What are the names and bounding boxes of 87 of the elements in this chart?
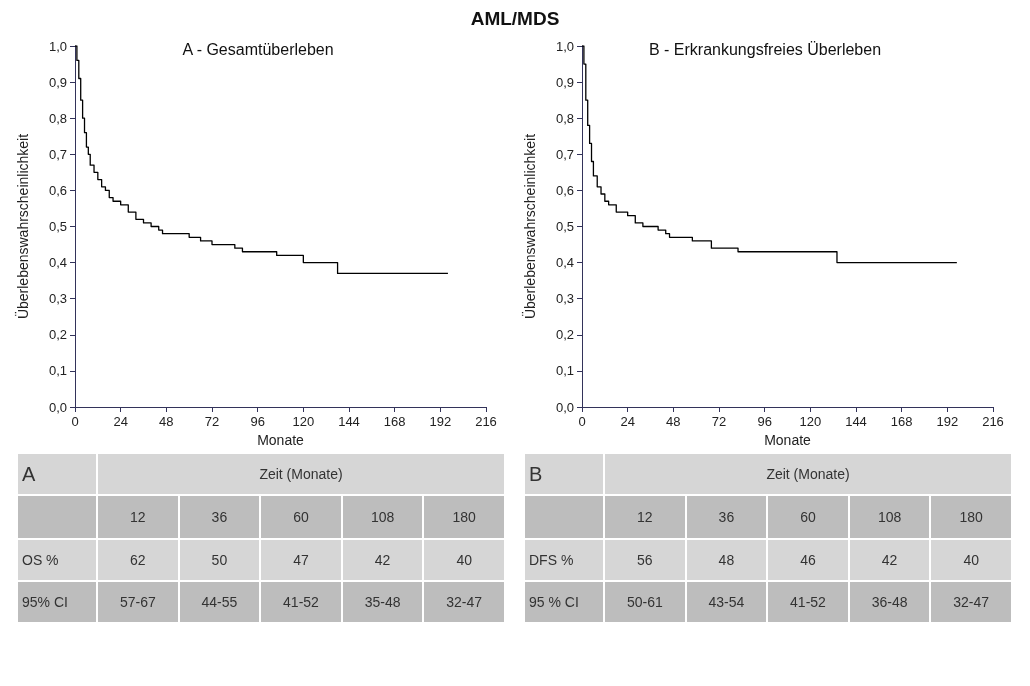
- x-tick-label: 48: [666, 414, 681, 429]
- text: 56: [604, 539, 686, 581]
- x-tick-label: 120: [799, 414, 822, 429]
- text: 46: [767, 539, 849, 581]
- y-tick-label: 0,9: [555, 74, 574, 90]
- text: 180: [423, 495, 505, 539]
- chart-subtitle: A - Gesamtüberleben: [182, 40, 334, 58]
- text: 32-47: [930, 581, 1012, 623]
- x-tick-label: 72: [711, 414, 727, 429]
- text: 48: [685, 539, 768, 581]
- x-tick-label: 96: [250, 414, 265, 429]
- text: 95% CI: [17, 581, 97, 623]
- text: 36: [178, 495, 261, 539]
- y-tick-label: 0,2: [555, 327, 574, 343]
- text: 57-67: [97, 581, 179, 623]
- text: 95 % CI: [524, 581, 604, 623]
- text: 40: [930, 539, 1012, 581]
- y-tick-label: 0,4: [555, 255, 574, 271]
- text: 62: [97, 539, 179, 581]
- x-tick-label: 216: [475, 414, 497, 429]
- x-tick-label: 168: [890, 414, 913, 429]
- y-tick-label: 0,0: [48, 399, 67, 415]
- text: 12: [97, 495, 179, 539]
- y-tick-label: 0,7: [555, 146, 574, 162]
- y-tick-label: 0,5: [555, 219, 574, 234]
- x-axis-title: Monate: [764, 432, 812, 448]
- y-tick-label: 0,9: [48, 74, 67, 90]
- text: 35-48: [341, 581, 424, 623]
- text: 50: [178, 539, 261, 581]
- y-tick-label: 0,6: [48, 182, 67, 198]
- text: 50-61: [604, 581, 686, 623]
- y-tick-label: 0,8: [48, 110, 67, 126]
- y-tick-label: 0,3: [48, 291, 67, 307]
- x-tick-label: 96: [757, 414, 772, 429]
- y-tick-label: 0,5: [48, 219, 67, 234]
- x-tick-label: 48: [159, 414, 174, 429]
- y-tick-label: 0,8: [555, 110, 574, 126]
- text: 108: [341, 495, 424, 539]
- x-tick-label: 216: [982, 414, 1004, 429]
- text: 32-47: [423, 581, 505, 623]
- x-tick-label: 24: [620, 414, 635, 429]
- text: Zeit (Monate): [604, 453, 1012, 495]
- x-tick-label: 192: [936, 414, 959, 429]
- text: 60: [767, 495, 849, 539]
- y-tick-label: 1,0: [48, 38, 67, 54]
- chart-title: B - Erkrankungsfreies Überleben: [648, 40, 882, 58]
- text: A: [17, 453, 97, 495]
- y-tick-label: 0,2: [48, 327, 67, 343]
- y-axis-title: Überlebenswahrscheinlichkeit: [14, 133, 31, 320]
- y-tick-label: 1,0: [555, 38, 574, 54]
- text: 42: [341, 539, 424, 581]
- y-tick-label: 0,1: [48, 363, 67, 379]
- y-tick-label: 0,6: [555, 182, 574, 198]
- text: Zeit (Monate): [97, 453, 505, 495]
- text: 41-52: [767, 581, 849, 623]
- text: 108: [848, 495, 931, 539]
- text: 47: [260, 539, 342, 581]
- y-axis-title: Überlebenswahrscheinlichkeit: [521, 133, 538, 320]
- y-tick-label: 0,1: [555, 363, 574, 379]
- x-tick-label: 0: [578, 414, 586, 429]
- text: 44-55: [178, 581, 261, 623]
- chart-title: AML/MDS: [469, 8, 561, 31]
- text: 42: [848, 539, 931, 581]
- x-axis-title: Monate: [257, 432, 305, 448]
- text: B: [524, 453, 604, 495]
- x-tick-label: 24: [113, 414, 128, 429]
- y-tick-label: 0,0: [555, 399, 574, 415]
- text: DFS %: [524, 539, 604, 581]
- x-tick-label: 144: [338, 414, 360, 429]
- y-tick-label: 0,3: [555, 291, 574, 307]
- text: 36-48: [848, 581, 931, 623]
- text: 40: [423, 539, 505, 581]
- text: 36: [685, 495, 768, 539]
- text: 12: [604, 495, 686, 539]
- y-tick-label: 0,7: [48, 146, 67, 162]
- x-tick-label: 0: [71, 414, 79, 429]
- x-tick-label: 72: [204, 414, 220, 429]
- text: OS %: [17, 539, 97, 581]
- y-tick-label: 0,4: [48, 255, 67, 271]
- text: 180: [930, 495, 1012, 539]
- text: 43-54: [685, 581, 768, 623]
- text: 41-52: [260, 581, 342, 623]
- x-tick-label: 120: [292, 414, 315, 429]
- x-tick-label: 192: [429, 414, 452, 429]
- text: 60: [260, 495, 342, 539]
- x-tick-label: 144: [845, 414, 867, 429]
- x-tick-label: 168: [383, 414, 406, 429]
